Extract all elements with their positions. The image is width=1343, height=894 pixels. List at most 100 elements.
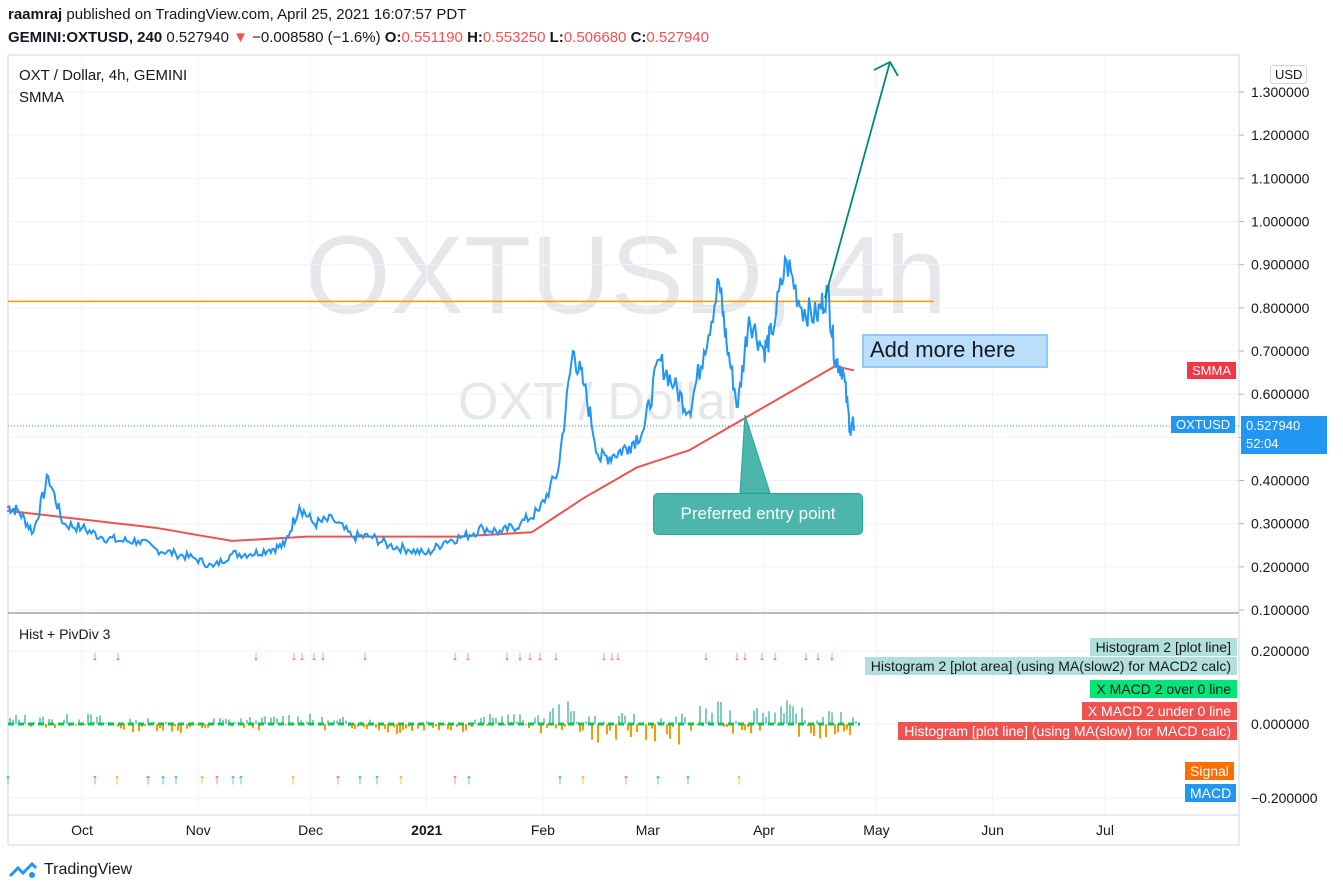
- pivot-down-arrow-icon: ↓: [537, 648, 544, 663]
- pivot-up-arrow-icon: ↑: [172, 771, 180, 788]
- pivot-down-arrow-icon: ↓: [299, 648, 306, 663]
- pivot-down-arrow-icon: ↓: [803, 648, 810, 663]
- pivot-up-arrow-icon: ↑: [735, 771, 743, 788]
- y-tick-label: 0.400000: [1251, 473, 1310, 489]
- legend-item: Histogram 2 [plot area] (using MA(slow2)…: [864, 657, 1237, 675]
- pivot-down-arrow-icon: ↓: [742, 648, 749, 663]
- x-tick-label: Feb: [531, 822, 555, 838]
- y-tick-label: 1.300000: [1251, 84, 1310, 100]
- pivot-up-arrow-icon: ↑: [237, 771, 245, 788]
- price-tag-countdown: 52:04: [1246, 436, 1279, 451]
- open-label: O:: [384, 29, 402, 46]
- sub-y-tick-label: −0.200000: [1251, 790, 1318, 806]
- grid: [8, 56, 1239, 815]
- pivot-up-arrow-icon: ↑: [465, 771, 473, 788]
- histogram-bars: [8, 700, 860, 745]
- pivot-down-arrow-icon: ↓: [553, 648, 560, 663]
- trend-arrow[interactable]: [824, 61, 891, 299]
- pivot-up-arrow-icon: ↑: [684, 771, 692, 788]
- tradingview-icon: [8, 861, 38, 878]
- pivot-up-arrow-icon: ↑: [356, 771, 364, 788]
- brand-name: TradingView: [44, 861, 133, 878]
- pivot-up-arrow-icon: ↑: [159, 771, 167, 788]
- pivot-up-arrow-icon: ↑: [556, 771, 564, 788]
- chart-frame: [7, 54, 1240, 846]
- pivot-down-arrow-icon: ↓: [527, 648, 534, 663]
- entry-point-callout[interactable]: Preferred entry point: [653, 493, 863, 535]
- pivot-up-arrow-icon: ↑: [4, 771, 12, 788]
- x-tick-label: Nov: [186, 822, 211, 838]
- legend-item: Histogram 2 [plot line]: [1089, 638, 1237, 656]
- author-name[interactable]: raamraj: [8, 6, 63, 23]
- close-value: 0.527940: [646, 29, 709, 46]
- callout-pointer: [739, 414, 771, 494]
- pivot-down-arrow-icon: ↓: [615, 648, 622, 663]
- pivot-down-arrow-icon: ↓: [772, 648, 779, 663]
- sub-y-tick-label: 0.000000: [1251, 716, 1310, 732]
- add-more-callout[interactable]: Add more here: [862, 334, 1048, 368]
- pivot-up-arrow-icon: ↑: [654, 771, 662, 788]
- close-label: C:: [630, 29, 647, 46]
- currency-badge[interactable]: USD: [1270, 65, 1308, 84]
- y-tick-label: 0.200000: [1251, 559, 1310, 575]
- y-tick-label: 0.300000: [1251, 516, 1310, 532]
- price-tag-symbol: OXTUSD: [1171, 416, 1236, 433]
- pivot-down-arrow-icon: ↓: [703, 648, 710, 663]
- pivot-up-arrow-icon: ↑: [213, 771, 221, 788]
- pivot-down-arrow-icon: ↓: [320, 648, 327, 663]
- pivot-up-arrow-icon: ↑: [451, 771, 459, 788]
- x-tick-label: Apr: [753, 822, 775, 838]
- sub-pane-title[interactable]: Hist + PivDiv 3: [19, 626, 111, 642]
- pivot-down-arrow-icon: ↓: [815, 648, 822, 663]
- y-tick-label: 0.700000: [1251, 343, 1310, 359]
- tradingview-logo[interactable]: TradingView: [8, 860, 132, 880]
- y-tick-label: 1.100000: [1251, 170, 1310, 186]
- pivot-down-arrow-icon: ↓: [759, 648, 766, 663]
- main-pane-title: OXT / Dollar, 4h, GEMINI: [19, 67, 188, 84]
- pivot-down-arrow-icon: ↓: [465, 648, 472, 663]
- symbol-line: GEMINI:OXTUSD, 240 0.527940 ▼ −0.008580 …: [8, 29, 709, 46]
- pivot-up-arrow-icon: ↑: [91, 771, 99, 788]
- y-tick-label: 0.900000: [1251, 257, 1310, 273]
- high-value: 0.553250: [482, 29, 546, 46]
- legend-item: Histogram [plot line] (using MA(slow) fo…: [898, 722, 1237, 740]
- pivot-up-arrow-icon: ↑: [579, 771, 587, 788]
- pivot-down-arrow-icon: ↓: [291, 648, 298, 663]
- pivot-down-arrow-icon: ↓: [115, 648, 122, 663]
- indicator-label[interactable]: SMMA: [19, 89, 64, 106]
- y-tick-label: 0.800000: [1251, 300, 1310, 316]
- high-label: H:: [467, 29, 483, 46]
- trend-arrow-head-icon: [873, 60, 899, 77]
- pivot-down-arrow-icon: ↓: [609, 648, 616, 663]
- open-value: 0.551190: [401, 29, 463, 46]
- symbol-label: GEMINI:OXTUSD, 240: [8, 29, 163, 46]
- pivot-down-arrow-icon: ↓: [92, 648, 99, 663]
- y-tick-label: 1.000000: [1251, 214, 1310, 230]
- x-tick-label: Mar: [636, 822, 660, 838]
- pivot-down-arrow-icon: ↓: [362, 648, 369, 663]
- time-axis[interactable]: Oct Nov Dec 2021 Feb Mar Apr May Jun Jul: [71, 822, 1114, 838]
- pivot-up-arrow-icon: ↑: [334, 771, 342, 788]
- macd-tag: MACD: [1185, 784, 1237, 802]
- y-tick-label: 1.200000: [1251, 127, 1310, 143]
- x-tick-label: Jun: [981, 822, 1004, 838]
- low-label: L:: [549, 29, 564, 46]
- price-line: [6, 254, 855, 569]
- legend-item: X MACD 2 under 0 line: [1081, 702, 1237, 720]
- pivot-up-arrow-icon: ↑: [229, 771, 237, 788]
- pivot-down-arrow-icon: ↓: [517, 648, 524, 663]
- pivot-up-arrow-icon: ↑: [622, 771, 630, 788]
- sub-y-tick-label: 0.200000: [1251, 643, 1310, 659]
- smma-line: [6, 365, 855, 542]
- pivot-down-arrow-icon: ↓: [311, 648, 318, 663]
- x-tick-label: Dec: [298, 822, 323, 838]
- price-axis[interactable]: 1.300000 1.200000 1.100000 1.000000 0.900000…: [1239, 84, 1318, 806]
- x-tick-label: Oct: [71, 822, 93, 838]
- publish-line: raamraj published on TradingView.com, Ap…: [8, 6, 466, 23]
- pivot-up-arrow-icon: ↑: [113, 771, 121, 788]
- pivot-up-arrow-icon: ↑: [144, 771, 152, 788]
- pivot-down-arrow-icon: ↓: [734, 648, 741, 663]
- legend-item: X MACD 2 over 0 line: [1090, 680, 1237, 698]
- pivot-up-arrow-icon: ↑: [289, 771, 297, 788]
